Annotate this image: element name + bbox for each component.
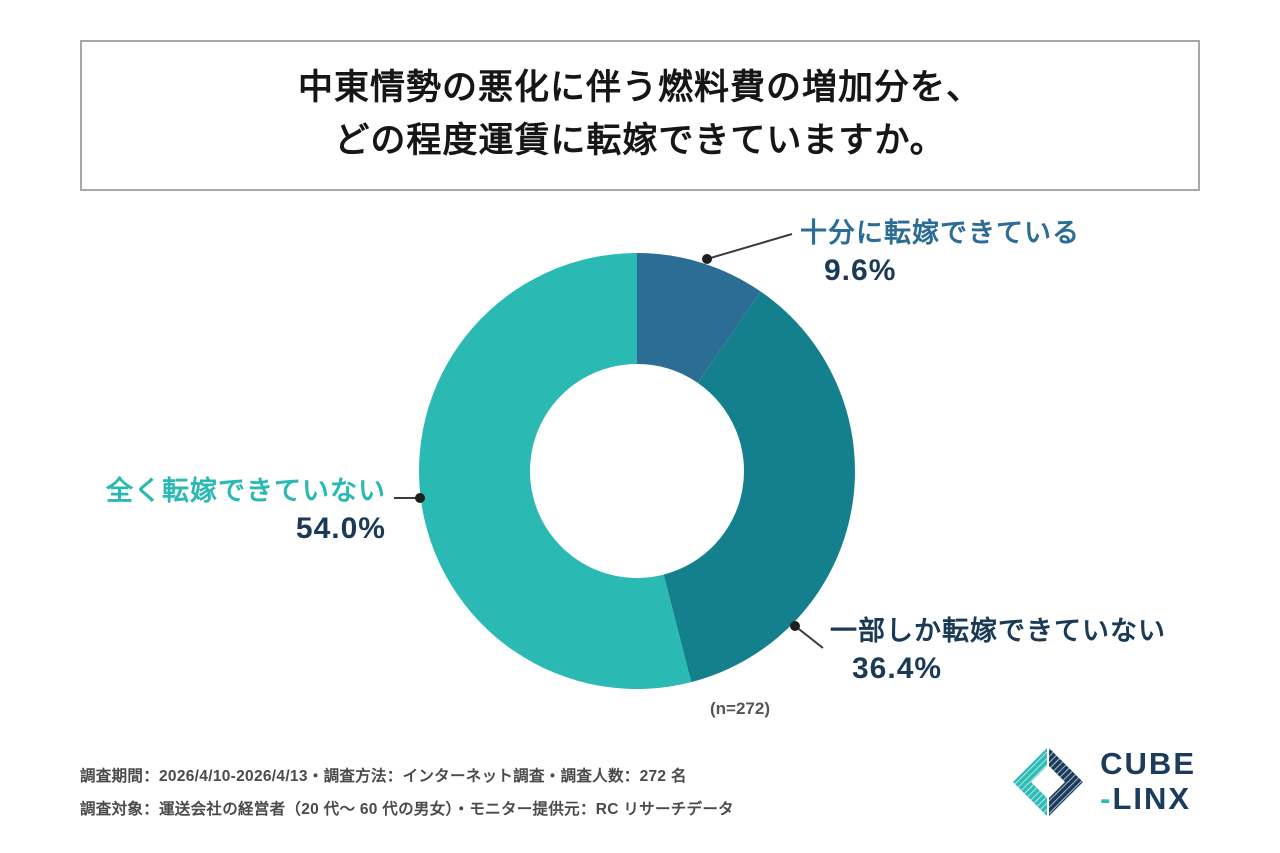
logo-line-linx: -LINX	[1100, 781, 1196, 817]
leader-dot-icon	[415, 493, 425, 503]
donut-segment	[663, 291, 855, 683]
title-box: 中東情勢の悪化に伴う燃料費の増加分を、 どの程度運賃に転嫁できていますか。	[80, 40, 1200, 191]
cube-linx-logo-text: CUBE -LINX	[1100, 747, 1196, 816]
title-line-1: 中東情勢の悪化に伴う燃料費の増加分を、	[297, 68, 982, 107]
logo-dash: -	[1100, 781, 1113, 816]
leader-dot-icon	[702, 254, 712, 264]
donut-segment	[637, 253, 761, 383]
donut-segments	[418, 253, 855, 689]
callout-sufficient: 十分に転嫁できている 9.6%	[800, 216, 1080, 290]
leader-line-partial	[794, 625, 824, 649]
callout-partial-label: 一部しか転嫁できていない	[830, 616, 1166, 646]
callout-none: 全く転嫁できていない 54.0%	[76, 474, 386, 548]
donut-segment	[418, 253, 692, 689]
leader-dot-icon	[790, 621, 800, 631]
logo-linx-word: LINX	[1112, 781, 1192, 816]
brand-logo: CUBE -LINX	[1010, 744, 1196, 820]
sample-size-label: (n=272)	[710, 699, 770, 718]
survey-notes: 調査期間：2026/4/10-2026/4/13・調査方法：インターネット調査・…	[80, 760, 734, 827]
callout-sufficient-label: 十分に転嫁できている	[800, 218, 1080, 248]
callout-none-percent: 54.0%	[295, 512, 386, 546]
callout-sufficient-percent: 9.6%	[824, 254, 897, 288]
callout-partial-percent: 36.4%	[852, 652, 943, 686]
title-line-2: どの程度運賃に転嫁できていますか。	[334, 120, 946, 160]
callout-partial: 一部しか転嫁できていない 36.4%	[830, 614, 1166, 688]
callout-none-label: 全く転嫁できていない	[106, 476, 386, 506]
leader-line-sufficient	[706, 233, 793, 260]
cube-linx-logo-icon	[1013, 748, 1084, 816]
logo-line-cube: CUBE	[1100, 746, 1196, 782]
survey-notes-line-2: 調査対象：運送会社の経営者（20 代〜 60 代の男女）・モニター提供元：RC …	[80, 801, 734, 819]
survey-notes-line-1: 調査期間：2026/4/10-2026/4/13・調査方法：インターネット調査・…	[80, 768, 687, 785]
